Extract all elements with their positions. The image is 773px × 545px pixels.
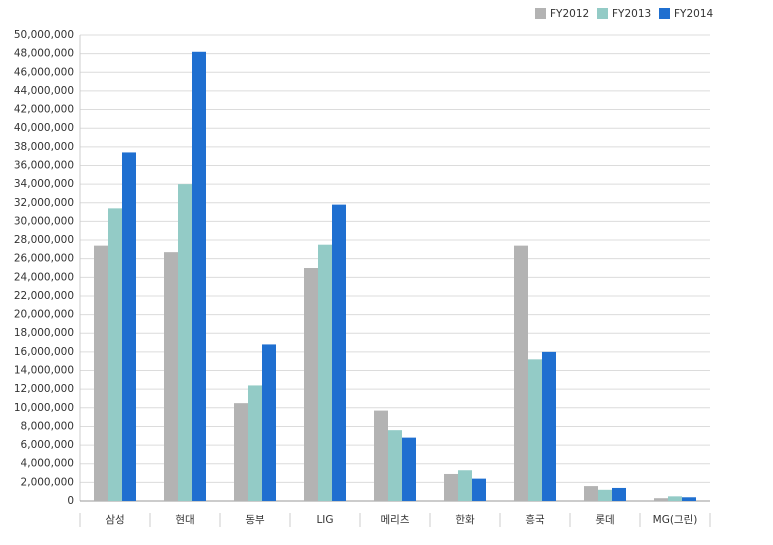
- y-tick-label: 10,000,000: [14, 402, 74, 414]
- y-tick-label: 34,000,000: [14, 178, 74, 190]
- legend-swatch: [535, 8, 546, 19]
- y-tick-label: 18,000,000: [14, 327, 74, 339]
- y-tick-label: 14,000,000: [14, 365, 74, 377]
- y-tick-label: 16,000,000: [14, 346, 74, 358]
- bar: [472, 478, 486, 501]
- y-tick-label: 42,000,000: [14, 104, 74, 116]
- x-tick-label: 현대: [175, 514, 194, 526]
- bar: [668, 496, 682, 501]
- bar: [262, 344, 276, 501]
- bar: [234, 403, 248, 501]
- bar: [94, 245, 108, 501]
- y-tick-label: 38,000,000: [14, 141, 74, 153]
- y-tick-label: 48,000,000: [14, 48, 74, 60]
- x-tick-label: 한화: [455, 514, 475, 526]
- bar: [612, 487, 626, 501]
- bar: [584, 486, 598, 501]
- x-tick-label: 삼성: [105, 514, 124, 526]
- bar: [178, 184, 192, 501]
- y-tick-label: 8,000,000: [21, 420, 74, 432]
- bar: [164, 252, 178, 501]
- y-tick-label: 36,000,000: [14, 159, 74, 171]
- x-tick-label: 메리츠: [381, 514, 410, 526]
- bar: [528, 359, 542, 501]
- y-tick-label: 40,000,000: [14, 122, 74, 134]
- y-tick-label: 26,000,000: [14, 253, 74, 265]
- bar: [108, 208, 122, 502]
- x-tick-label: 흥국: [525, 513, 545, 526]
- y-tick-label: 12,000,000: [14, 383, 74, 395]
- y-tick-label: 4,000,000: [21, 458, 74, 470]
- bar: [388, 430, 402, 501]
- y-tick-label: 6,000,000: [21, 439, 74, 451]
- bar: [458, 470, 472, 501]
- y-tick-label: 30,000,000: [14, 215, 74, 227]
- bar: [304, 268, 318, 501]
- bar: [318, 244, 332, 501]
- y-tick-label: 22,000,000: [14, 290, 74, 302]
- bar: [248, 385, 262, 501]
- y-tick-label: 2,000,000: [21, 476, 74, 488]
- y-tick-label: 44,000,000: [14, 85, 74, 97]
- x-tick-label: MG(그린): [653, 514, 698, 526]
- y-tick-label: 28,000,000: [14, 234, 74, 246]
- bar: [402, 437, 416, 501]
- legend-label: FY2012: [550, 8, 589, 20]
- x-tick-label: 롯데: [595, 514, 614, 526]
- bar: [514, 245, 528, 501]
- y-tick-label: 46,000,000: [14, 66, 74, 78]
- x-tick-label: 동부: [245, 514, 265, 526]
- bar: [332, 204, 346, 501]
- bar: [598, 489, 612, 501]
- bar: [374, 410, 388, 501]
- y-tick-label: 0: [67, 495, 74, 507]
- bar: [444, 473, 458, 501]
- bar: [122, 152, 136, 501]
- bar: [192, 51, 206, 501]
- bar: [682, 497, 696, 501]
- y-tick-label: 32,000,000: [14, 197, 74, 209]
- y-tick-label: 24,000,000: [14, 271, 74, 283]
- y-tick-label: 20,000,000: [14, 309, 74, 321]
- legend-label: FY2014: [674, 8, 713, 20]
- legend-swatch: [659, 8, 670, 19]
- bar: [542, 351, 556, 501]
- legend-swatch: [597, 8, 608, 19]
- legend-label: FY2013: [612, 8, 651, 20]
- bar: [654, 498, 668, 501]
- y-tick-label: 50,000,000: [14, 29, 74, 41]
- x-tick-label: LIG: [316, 514, 333, 526]
